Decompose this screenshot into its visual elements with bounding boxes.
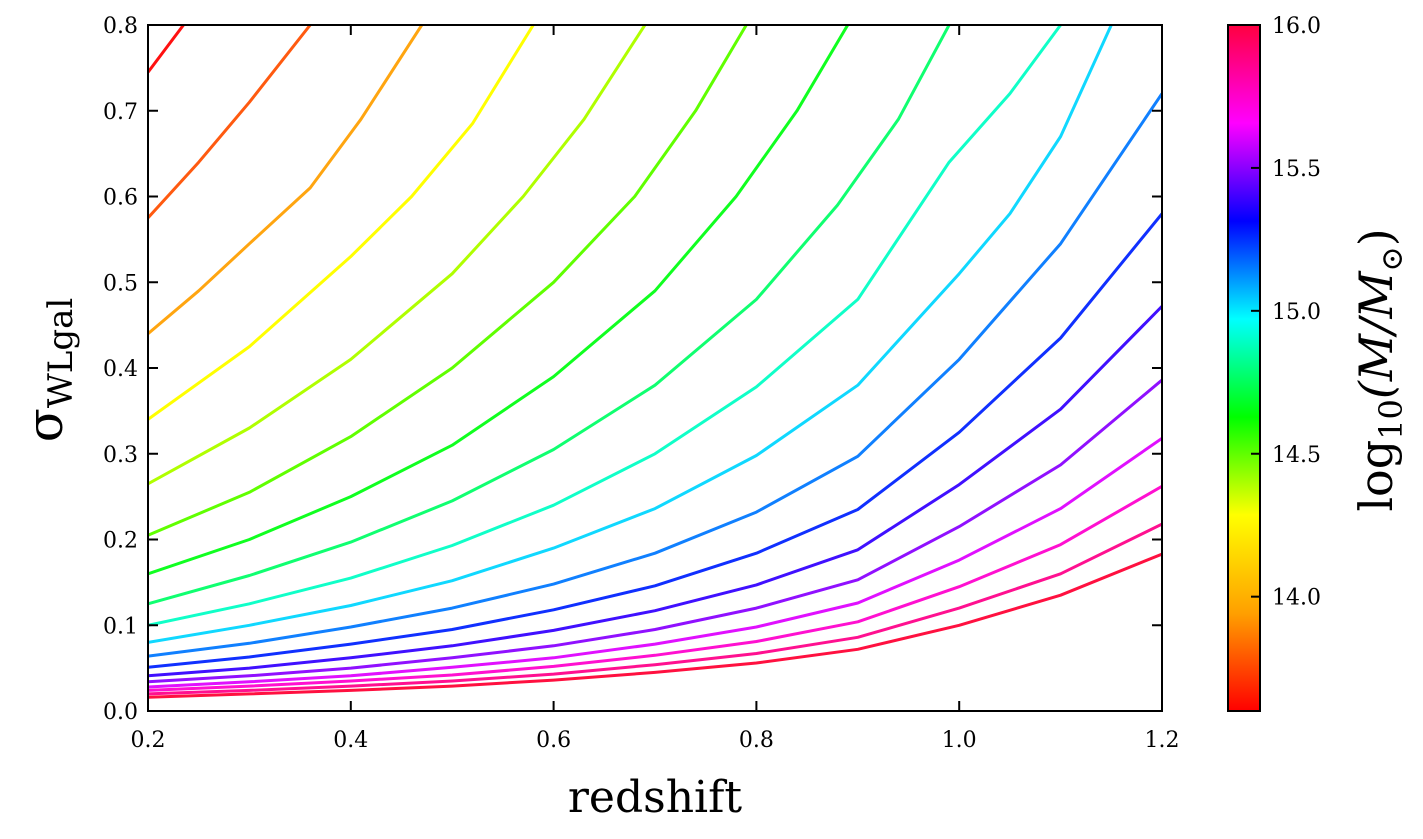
- x-axis-title: redshift: [568, 772, 743, 823]
- series-line-7: [148, 25, 849, 576]
- y-axis-title-sub: WLgal: [41, 298, 81, 408]
- x-tick-label: 1.0: [942, 728, 977, 753]
- colorbar-tick-label: 16.0: [1272, 14, 1321, 39]
- colorbar-title-sun: ⊙: [1375, 246, 1410, 271]
- colorbar-tick-layer: 14.0 14.5 15.0 15.5 16.0: [1251, 14, 1321, 611]
- series-line-15: [148, 437, 1162, 689]
- y-tick-label: 0.3: [103, 443, 138, 468]
- series-line-17: [148, 522, 1162, 696]
- y-tick-label: 0.5: [103, 271, 138, 296]
- colorbar-tick-label: 14.0: [1272, 586, 1321, 611]
- y-axis-title: σWLgal: [16, 298, 81, 443]
- y-tick-label: 0.4: [103, 357, 138, 382]
- series-line-11: [148, 92, 1162, 658]
- colorbar: [1227, 24, 1261, 712]
- colorbar-tick-label: 15.0: [1272, 300, 1321, 325]
- colorbar-title-log: log: [1349, 440, 1403, 512]
- colorbar-tick-label: 15.5: [1272, 157, 1321, 182]
- series-line-3: [148, 25, 424, 335]
- series-line-6: [148, 25, 748, 537]
- y-tick-label: 0.0: [103, 700, 138, 725]
- x-tick-label: 0.6: [536, 728, 571, 753]
- series-line-10: [148, 25, 1113, 644]
- colorbar-tick-label: 14.5: [1272, 443, 1321, 468]
- colorbar-title-base: 10: [1372, 399, 1410, 440]
- y-tick-label: 0.6: [103, 186, 138, 211]
- y-tick-label: 0.8: [103, 14, 138, 39]
- series-line-14: [148, 378, 1162, 684]
- tick-layer: 0.2 0.4 0.6 0.8 1.0 1.2 0.0 0.1 0.2 0.3 0.4 0.5 0.6 0…: [103, 14, 1180, 753]
- series-line-9: [148, 25, 1062, 627]
- series-line-4: [148, 25, 535, 421]
- colorbar-title-close: ): [1349, 228, 1403, 246]
- series-line-8: [148, 25, 951, 606]
- y-tick-label: 0.1: [103, 614, 138, 639]
- series-layer: [148, 25, 1162, 699]
- series-line-18: [148, 552, 1162, 699]
- colorbar-title-mass: (M/M: [1349, 270, 1403, 400]
- x-tick-label: 1.2: [1145, 728, 1180, 753]
- series-line-12: [148, 212, 1162, 669]
- x-tick-label: 0.2: [131, 728, 166, 753]
- series-line-5: [148, 25, 647, 486]
- y-tick-label: 0.2: [103, 529, 138, 554]
- series-line-13: [148, 305, 1162, 678]
- x-tick-label: 0.4: [333, 728, 368, 753]
- colorbar-title: log10(M/M⊙): [1349, 228, 1410, 511]
- y-axis-title-main: σ: [16, 408, 74, 442]
- series-line-16: [148, 484, 1162, 692]
- plot-background: [148, 25, 1162, 711]
- series-line-1: [148, 25, 185, 74]
- x-tick-label: 0.8: [739, 728, 774, 753]
- y-tick-label: 0.7: [103, 100, 138, 125]
- series-line-2: [148, 25, 312, 219]
